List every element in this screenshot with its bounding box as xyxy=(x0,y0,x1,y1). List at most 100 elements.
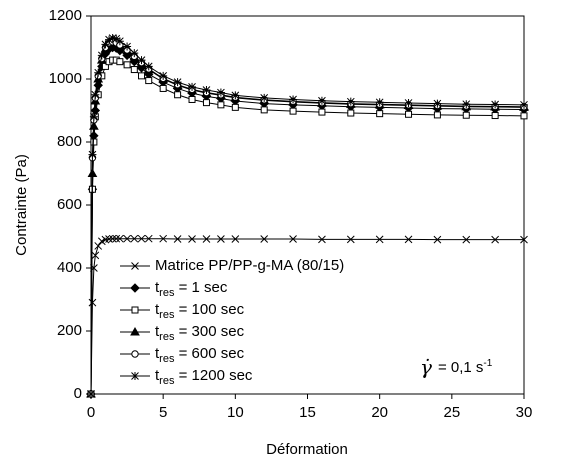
marker xyxy=(346,235,355,244)
marker xyxy=(202,86,211,95)
marker xyxy=(346,97,355,106)
marker xyxy=(94,242,103,250)
marker xyxy=(217,101,225,109)
legend-text: = 1 sec xyxy=(174,279,227,296)
marker xyxy=(159,71,168,80)
legend-text: res xyxy=(159,331,175,343)
marker xyxy=(144,62,153,71)
marker xyxy=(123,234,131,243)
marker xyxy=(216,88,225,97)
y-tick-label: 800 xyxy=(57,133,82,150)
marker xyxy=(112,34,121,43)
marker xyxy=(97,51,106,60)
series-line xyxy=(90,42,525,395)
x-tick-label: 20 xyxy=(371,404,388,421)
legend-label: tres = 600 sec xyxy=(155,345,245,365)
marker xyxy=(347,109,355,117)
marker xyxy=(317,96,326,105)
marker xyxy=(289,235,297,243)
marker xyxy=(130,234,139,243)
annotation-text: = 0,1 s xyxy=(438,359,483,376)
marker xyxy=(260,93,269,102)
series-line xyxy=(90,59,525,395)
x-tick-label: 0 xyxy=(87,404,95,421)
marker xyxy=(318,108,326,116)
y-tick-label: 200 xyxy=(57,322,82,339)
legend-text: t xyxy=(155,301,160,318)
legend-text: t xyxy=(155,345,160,362)
marker xyxy=(260,235,269,243)
legend-label: Matrice PP/PP-g-MA (80/15) xyxy=(155,257,344,274)
legend-text: res xyxy=(159,353,175,365)
legend-text: Matrice PP/PP-g-MA (80/15) xyxy=(155,257,344,274)
y-tick-label: 400 xyxy=(57,259,82,276)
marker xyxy=(375,235,384,244)
marker xyxy=(173,235,182,243)
marker xyxy=(130,66,138,74)
x-tick-label: 30 xyxy=(516,404,533,421)
marker xyxy=(462,100,471,109)
legend-marker xyxy=(130,326,140,336)
annotation-text: -1 xyxy=(483,358,492,369)
legend-text: res xyxy=(159,309,175,321)
legend-text: = 300 sec xyxy=(174,323,244,340)
marker xyxy=(217,235,225,243)
marker xyxy=(520,235,528,244)
marker xyxy=(202,99,210,107)
marker xyxy=(108,234,117,243)
x-axis-label: Déformation xyxy=(266,441,348,458)
marker xyxy=(108,34,117,43)
legend-label: tres = 1200 sec xyxy=(155,367,253,387)
y-tick-label: 1000 xyxy=(49,70,82,87)
y-tick-label: 600 xyxy=(57,196,82,213)
marker xyxy=(289,95,298,104)
marker xyxy=(174,91,182,99)
legend-marker xyxy=(131,350,139,358)
marker xyxy=(520,100,528,109)
marker xyxy=(112,234,121,243)
annotation: γ̇ = 0,1 s-1 xyxy=(420,355,493,379)
y-tick-label: 0 xyxy=(74,385,82,402)
legend-label: tres = 100 sec xyxy=(155,301,245,321)
marker xyxy=(433,99,442,108)
legend-text: = 100 sec xyxy=(174,301,244,318)
marker xyxy=(462,235,471,244)
marker xyxy=(375,98,384,107)
marker xyxy=(376,110,384,118)
marker xyxy=(188,82,197,91)
marker xyxy=(433,235,442,244)
marker xyxy=(116,234,124,243)
marker xyxy=(173,78,182,87)
legend-marker xyxy=(131,372,139,380)
marker xyxy=(105,35,114,44)
marker xyxy=(289,107,297,115)
marker xyxy=(491,235,499,244)
marker xyxy=(491,112,499,120)
marker xyxy=(123,42,132,51)
legend-label: tres = 1 sec xyxy=(155,279,228,299)
marker xyxy=(123,61,131,69)
marker xyxy=(231,235,240,243)
legend-label: tres = 300 sec xyxy=(155,323,245,343)
marker xyxy=(318,235,326,244)
marker xyxy=(105,235,113,243)
marker xyxy=(433,111,441,119)
marker xyxy=(404,98,413,107)
marker xyxy=(231,103,239,111)
legend-text: res xyxy=(159,375,175,387)
marker xyxy=(138,72,146,80)
marker xyxy=(202,235,211,243)
marker xyxy=(91,251,100,260)
series-line xyxy=(90,41,525,395)
marker xyxy=(159,84,167,92)
marker xyxy=(144,234,153,243)
marker xyxy=(405,110,413,118)
marker xyxy=(88,298,97,307)
marker xyxy=(137,56,146,65)
marker xyxy=(88,150,97,159)
y-axis-label: Contrainte (Pa) xyxy=(13,154,30,256)
series-line xyxy=(90,37,525,395)
marker xyxy=(491,100,500,109)
marker xyxy=(89,112,98,121)
